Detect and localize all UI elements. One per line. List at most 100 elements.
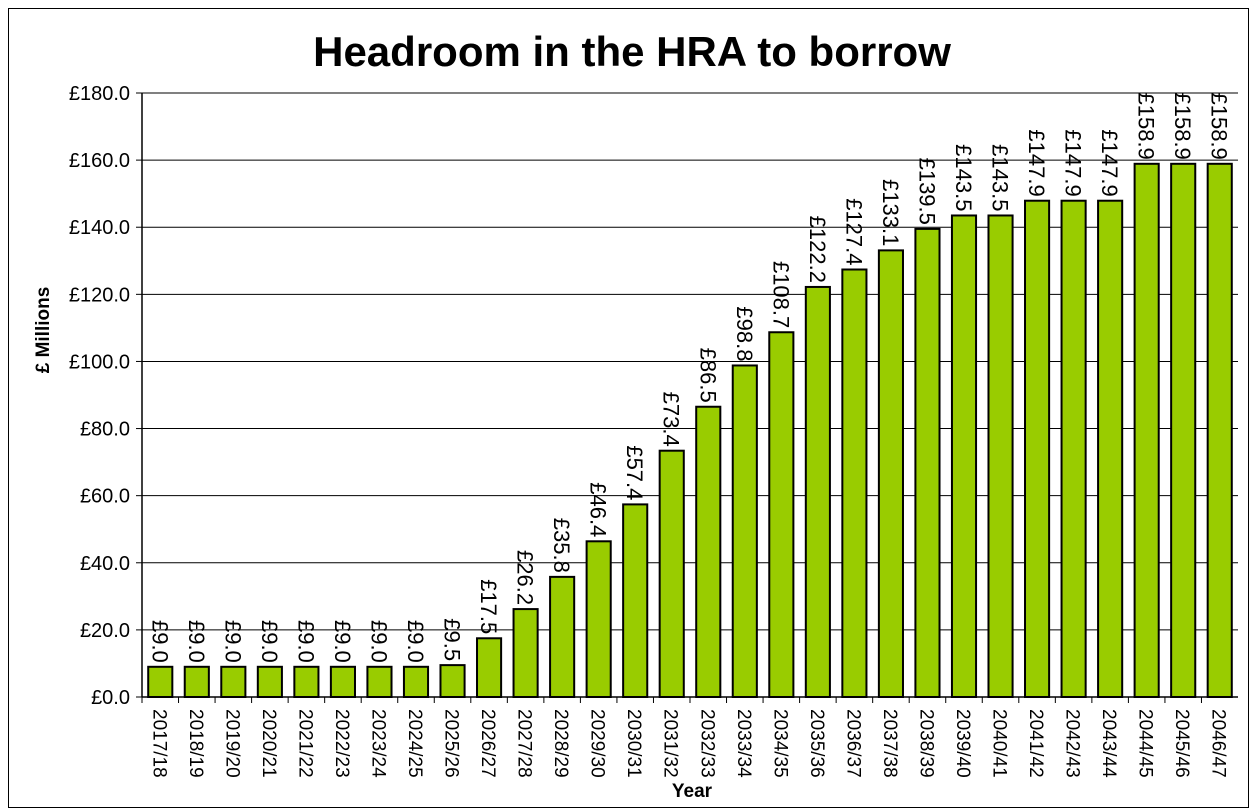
x-tick-label: 2021/22 bbox=[294, 709, 315, 778]
x-tick-label: 2017/18 bbox=[148, 709, 169, 778]
bar bbox=[1060, 199, 1087, 698]
x-tick-label: 2046/47 bbox=[1208, 709, 1229, 778]
data-label: £9.0 bbox=[366, 620, 391, 663]
y-tick-label: £160.0 bbox=[69, 150, 130, 172]
x-tick-label: 2023/24 bbox=[367, 709, 388, 778]
gridlines bbox=[142, 92, 1238, 631]
x-tick-label: 2031/32 bbox=[660, 709, 681, 778]
data-label: £46.4 bbox=[586, 482, 611, 537]
y-tick-label: £20.0 bbox=[80, 620, 130, 642]
data-label: £147.9 bbox=[1024, 129, 1049, 196]
bar bbox=[549, 575, 576, 698]
chart-title: Headroom in the HRA to borrow bbox=[313, 28, 951, 75]
x-tick-label: 2042/43 bbox=[1062, 709, 1083, 778]
bar bbox=[731, 364, 758, 698]
y-tick-label: £60.0 bbox=[80, 486, 130, 508]
data-label: £158.9 bbox=[1134, 93, 1159, 160]
x-tick-labels: 2017/18 2018/19 2019/20 2020/21 2021/22 2022/… bbox=[141, 697, 1229, 778]
x-tick-label: 2027/28 bbox=[514, 709, 535, 778]
bar bbox=[950, 214, 978, 698]
y-tick-label: £100.0 bbox=[69, 351, 130, 373]
bars bbox=[147, 162, 1233, 699]
x-tick-label: 2035/36 bbox=[806, 709, 827, 778]
data-label: £139.5 bbox=[914, 158, 939, 225]
y-tick-labels: £0.0 £20.0 £40.0 £60.0 £80.0 £100.0 £120.0 £140… bbox=[69, 83, 142, 709]
x-tick-label: 2040/41 bbox=[989, 709, 1010, 778]
x-axis-title: Year bbox=[672, 781, 713, 798]
data-label: £9.5 bbox=[440, 618, 465, 661]
data-label: £143.5 bbox=[951, 144, 976, 211]
bar bbox=[366, 665, 393, 698]
x-tick-label: 2036/37 bbox=[842, 709, 863, 778]
data-label: £86.5 bbox=[695, 348, 720, 403]
y-tick-label: £80.0 bbox=[80, 419, 130, 441]
x-tick-label: 2034/35 bbox=[769, 709, 790, 778]
data-label: £133.1 bbox=[878, 179, 903, 246]
data-label: £57.4 bbox=[622, 445, 647, 500]
x-tick-label: 2037/38 bbox=[879, 709, 900, 778]
x-tick-label: 2020/21 bbox=[258, 709, 279, 778]
bar bbox=[1170, 162, 1197, 698]
data-label: £9.0 bbox=[257, 620, 282, 663]
data-label: £143.5 bbox=[988, 144, 1013, 211]
bar bbox=[622, 503, 649, 698]
bar bbox=[220, 665, 247, 698]
bar bbox=[439, 664, 466, 698]
bar bbox=[147, 665, 174, 698]
y-axis-title: £ Millions bbox=[33, 287, 54, 374]
x-tick-label: 2019/20 bbox=[221, 709, 242, 778]
y-tick-label: £0.0 bbox=[91, 687, 130, 709]
x-tick-label: 2032/33 bbox=[696, 709, 717, 778]
bar bbox=[256, 665, 283, 698]
data-label: £9.0 bbox=[220, 620, 245, 663]
data-label: £9.0 bbox=[184, 620, 209, 663]
data-label: £98.8 bbox=[732, 306, 757, 361]
bar bbox=[1097, 199, 1124, 698]
bar bbox=[914, 227, 941, 698]
x-tick-label: 2033/34 bbox=[733, 709, 754, 778]
bar bbox=[293, 665, 320, 698]
bar bbox=[1024, 199, 1051, 698]
bar bbox=[1206, 162, 1233, 698]
bar bbox=[841, 268, 868, 698]
data-label: £9.0 bbox=[147, 620, 172, 663]
data-label: £127.4 bbox=[841, 198, 866, 265]
bar bbox=[877, 249, 904, 698]
data-label: £108.7 bbox=[768, 261, 793, 328]
bar bbox=[402, 665, 430, 698]
x-tick-label: 2030/31 bbox=[623, 709, 644, 778]
bar bbox=[987, 214, 1014, 698]
bar bbox=[512, 608, 539, 699]
x-tick-label: 2038/39 bbox=[915, 709, 936, 778]
x-tick-label: 2022/23 bbox=[331, 709, 352, 778]
data-label: £158.9 bbox=[1207, 93, 1232, 160]
bar bbox=[658, 449, 685, 698]
data-label: £73.4 bbox=[659, 392, 684, 447]
data-labels: £9.0 £9.0 £9.0 £9.0 £9.0 £9.0 £9.0 £9.0 £9.5 £17.… bbox=[147, 93, 1231, 663]
x-tick-label: 2045/46 bbox=[1171, 709, 1192, 778]
x-tick-label: 2018/19 bbox=[185, 709, 206, 778]
y-tick-label: £40.0 bbox=[80, 553, 130, 575]
data-label: £9.0 bbox=[293, 620, 318, 663]
bar bbox=[329, 665, 356, 698]
x-tick-label: 2039/40 bbox=[952, 709, 973, 778]
bar bbox=[804, 285, 831, 698]
data-label: £122.2 bbox=[805, 216, 830, 283]
data-label: £147.9 bbox=[1097, 129, 1122, 196]
bar bbox=[768, 331, 795, 698]
y-tick-label: £120.0 bbox=[69, 284, 130, 306]
data-label: £158.9 bbox=[1170, 93, 1195, 160]
bar bbox=[476, 637, 503, 698]
data-label: £147.9 bbox=[1061, 129, 1086, 196]
data-label: £17.5 bbox=[476, 579, 501, 634]
bar bbox=[183, 665, 210, 698]
x-tick-label: 2029/30 bbox=[587, 709, 608, 778]
x-tick-label: 2041/42 bbox=[1025, 709, 1046, 778]
x-tick-label: 2025/26 bbox=[441, 709, 462, 778]
x-tick-label: 2028/29 bbox=[550, 709, 571, 778]
x-tick-label: 2043/44 bbox=[1098, 709, 1119, 778]
y-tick-label: £140.0 bbox=[69, 217, 130, 239]
data-label: £9.0 bbox=[330, 620, 355, 663]
data-label: £9.0 bbox=[403, 620, 428, 663]
